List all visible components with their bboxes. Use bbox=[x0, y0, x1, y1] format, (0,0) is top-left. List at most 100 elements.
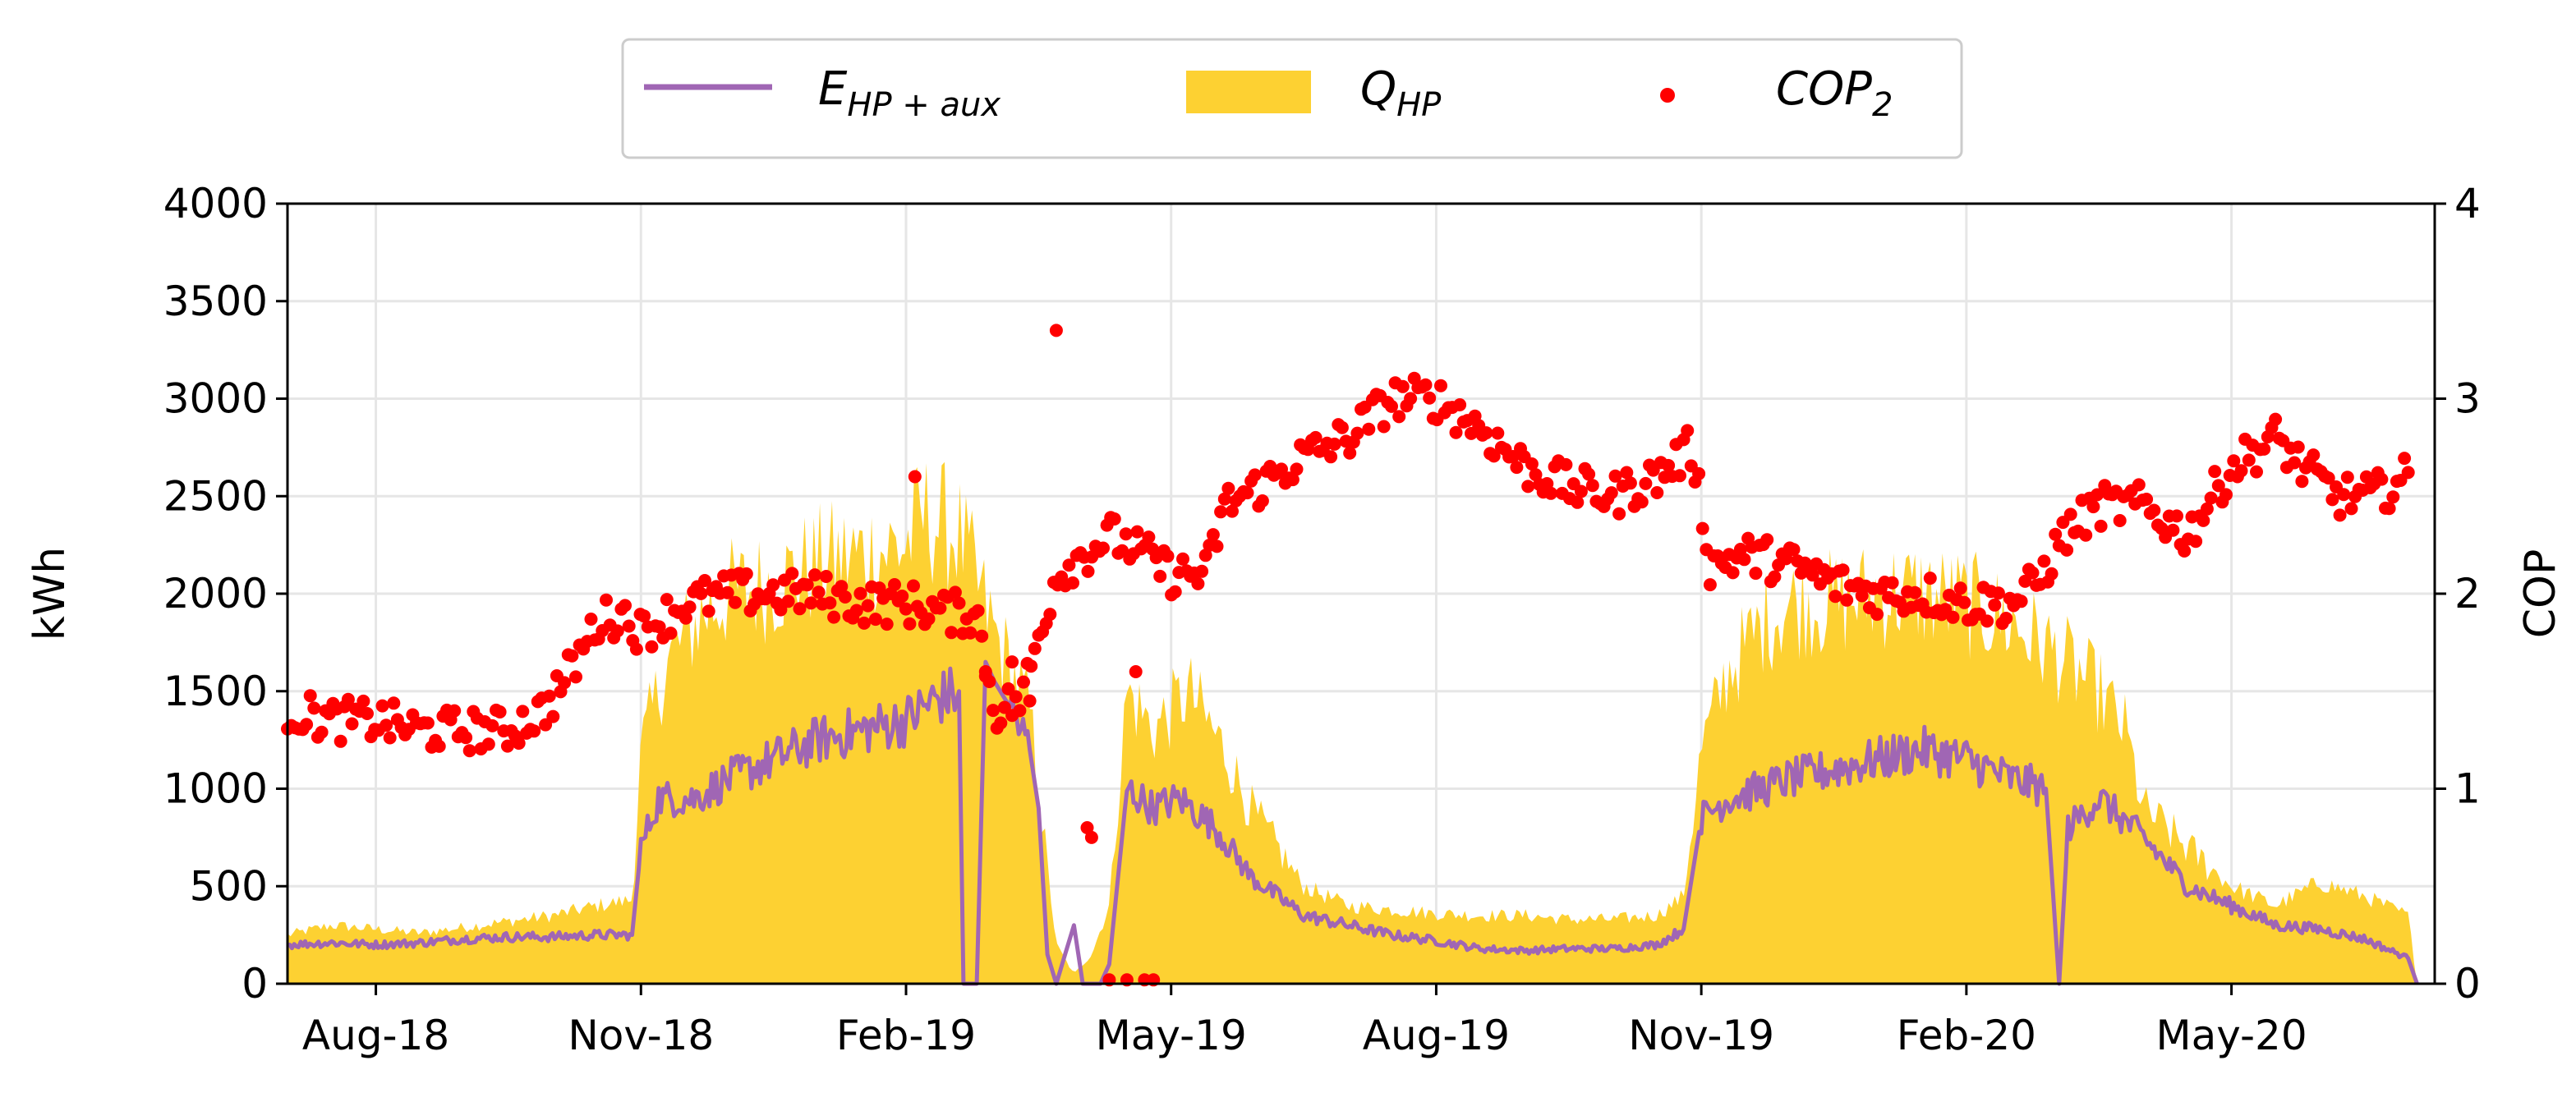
legend-base-cop: COP bbox=[1776, 62, 1872, 116]
cop-point bbox=[1081, 564, 1095, 578]
cop-point bbox=[1324, 450, 1338, 464]
legend-label-e: EHP + aux bbox=[818, 62, 1000, 124]
cop-point bbox=[1639, 476, 1653, 490]
cop-point bbox=[853, 586, 867, 600]
cop-point-outlier bbox=[1084, 830, 1098, 844]
cop-point bbox=[720, 585, 734, 599]
y2-tick-label: 2 bbox=[2454, 570, 2481, 617]
cop-point bbox=[952, 596, 966, 610]
cop-point bbox=[432, 739, 446, 753]
cop-point bbox=[1574, 484, 1588, 498]
cop-point bbox=[481, 737, 495, 751]
cop-point bbox=[819, 570, 833, 583]
cop-point bbox=[702, 604, 715, 618]
cop-point bbox=[1423, 391, 1437, 405]
cop-point-outlier bbox=[1023, 694, 1037, 708]
cop-point bbox=[1161, 549, 1175, 563]
cop-point bbox=[888, 578, 901, 591]
cop-point bbox=[512, 737, 526, 751]
cop-point bbox=[1703, 578, 1717, 592]
cop-point bbox=[361, 707, 374, 720]
cop-point bbox=[1028, 641, 1042, 655]
x-tick-label: Nov-18 bbox=[568, 1012, 714, 1059]
cop-point bbox=[1017, 675, 1030, 689]
cop-point-outlier bbox=[978, 665, 992, 678]
cop-point bbox=[1195, 564, 1209, 578]
cop-point bbox=[2257, 442, 2271, 456]
cop-point bbox=[1635, 495, 1649, 509]
cop-point bbox=[1612, 507, 1626, 521]
cop-point bbox=[1988, 598, 2002, 612]
cop-point bbox=[835, 580, 849, 594]
cop-point bbox=[2344, 502, 2358, 516]
cop-point bbox=[1726, 566, 1740, 580]
cop-point bbox=[2045, 567, 2058, 581]
cop-point bbox=[1434, 379, 1447, 393]
cop-point bbox=[861, 599, 875, 613]
cop-point bbox=[1957, 595, 1971, 609]
cop-point bbox=[500, 739, 514, 753]
cop-point bbox=[823, 596, 837, 610]
cop-point bbox=[698, 574, 711, 587]
cop-point bbox=[2063, 507, 2077, 521]
cop-point bbox=[1024, 659, 1038, 673]
cop-point bbox=[2307, 448, 2321, 462]
cop-point bbox=[678, 611, 692, 625]
cop-point bbox=[1559, 457, 1573, 471]
cop-point bbox=[1953, 581, 1967, 595]
cop-point bbox=[1491, 426, 1505, 440]
cop-point bbox=[546, 709, 560, 723]
cop-point bbox=[1198, 549, 1212, 562]
cop-point bbox=[652, 620, 666, 634]
cop-point bbox=[1836, 563, 1850, 577]
cop-point bbox=[629, 642, 643, 656]
cop-point bbox=[2189, 535, 2203, 549]
cop-point-outlier bbox=[1129, 665, 1143, 678]
cop-point bbox=[1737, 553, 1751, 567]
cop-point bbox=[1130, 525, 1144, 539]
cop-point bbox=[303, 689, 317, 703]
cop-point bbox=[1608, 469, 1622, 483]
cop-point bbox=[1226, 504, 1239, 518]
cop-point bbox=[694, 586, 708, 600]
cop-point bbox=[1923, 572, 1937, 585]
cop-point bbox=[664, 627, 678, 640]
line-layer bbox=[287, 659, 2419, 986]
cop-point bbox=[1107, 512, 1121, 526]
legend-label-q: QHP bbox=[1360, 62, 1442, 124]
cop-point bbox=[619, 599, 632, 613]
cop-point bbox=[987, 704, 1000, 718]
cop-point bbox=[1870, 608, 1884, 622]
cop-point bbox=[660, 593, 674, 607]
cop-point bbox=[1290, 462, 1304, 476]
cop-point bbox=[1404, 392, 1418, 406]
cop-point bbox=[2220, 488, 2233, 502]
cop-point bbox=[933, 601, 947, 615]
cop-point bbox=[1248, 468, 1262, 482]
y-tick-label: 500 bbox=[190, 862, 268, 910]
cop-point bbox=[2204, 491, 2218, 505]
cop-point bbox=[2132, 478, 2146, 492]
cop-point bbox=[1695, 521, 1709, 535]
scatter-layer bbox=[281, 324, 2415, 987]
cop-point bbox=[1908, 585, 1922, 599]
cop-point bbox=[2295, 475, 2309, 489]
cop-point bbox=[2014, 595, 2028, 608]
cop-point bbox=[1620, 466, 1634, 480]
cop-point bbox=[1142, 530, 1156, 544]
cop-point bbox=[1309, 430, 1322, 444]
cop-point bbox=[880, 617, 894, 631]
x-axis: Aug-18 Nov-18 Feb-19 May-19 Aug-19 Nov-19 Feb-… bbox=[302, 984, 2307, 1059]
cop-point bbox=[2200, 502, 2214, 516]
cop-point bbox=[1787, 543, 1801, 557]
legend-base-e: E bbox=[818, 62, 848, 116]
cop-point bbox=[1479, 426, 1493, 440]
cop-point bbox=[2208, 465, 2222, 479]
cop-point bbox=[345, 717, 359, 731]
cop-point bbox=[1760, 533, 1774, 547]
cop-point bbox=[1733, 543, 1747, 556]
cop-point bbox=[315, 725, 329, 739]
cop-point bbox=[542, 689, 556, 703]
cop-point bbox=[2291, 440, 2305, 454]
cop-point bbox=[838, 590, 852, 604]
